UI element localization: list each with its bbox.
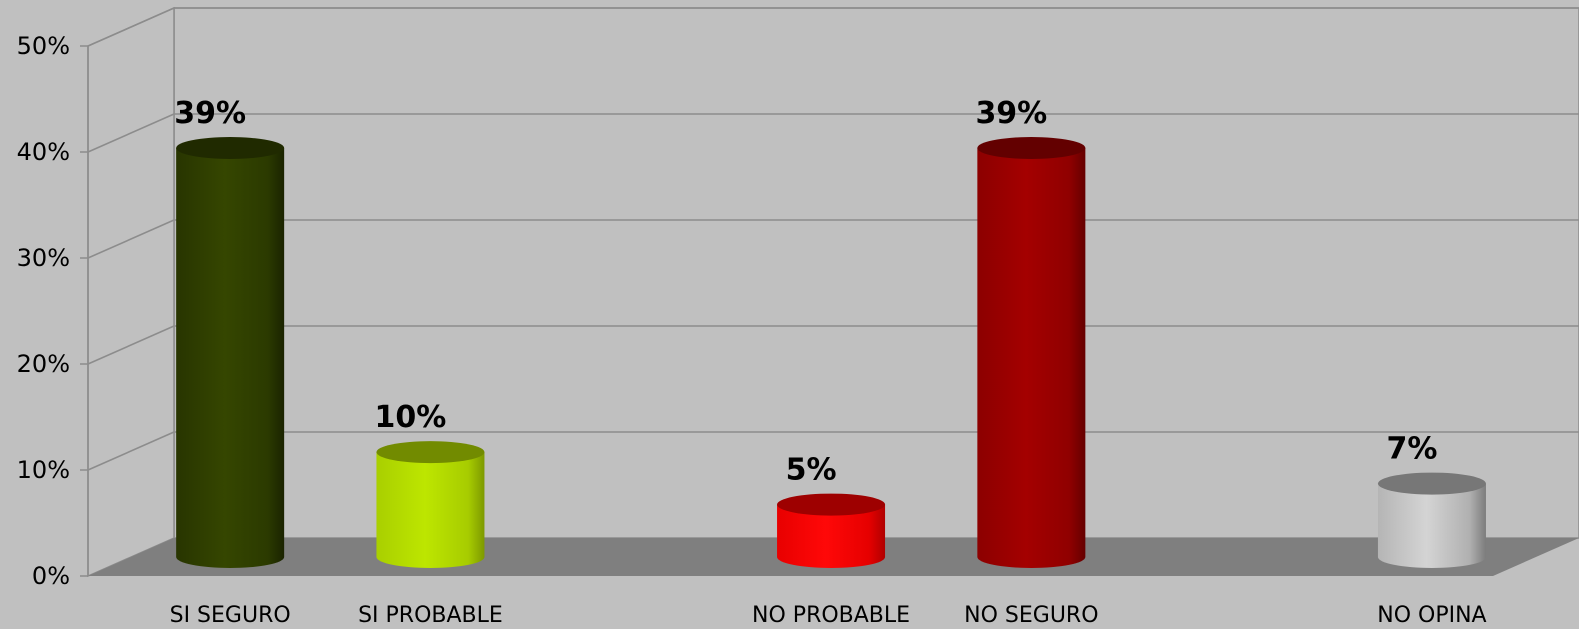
bar-body [1377, 483, 1486, 568]
bar-body [977, 148, 1086, 568]
x-tick-label: NO OPINA [1377, 603, 1486, 628]
side-wall [87, 6, 175, 578]
data-label: 10% [375, 400, 447, 435]
y-tick-label: 0% [32, 562, 70, 590]
bar-no-opina: 7% [1377, 432, 1486, 568]
bar-top [1377, 472, 1486, 495]
y-tick-label: 40% [17, 138, 70, 166]
y-tick-label: 50% [17, 32, 70, 60]
x-tick-label: NO PROBABLE [752, 603, 910, 628]
gridline-side [87, 219, 175, 259]
data-label: 39% [975, 96, 1047, 131]
gridline-side [87, 325, 175, 365]
bars: 39% 10% 5% 39% 7% [174, 96, 1486, 568]
bar-no-seguro: 39% [975, 96, 1086, 568]
gridline-side [87, 431, 175, 471]
y-tick-label: 10% [17, 456, 70, 484]
x-tick-label: NO SEGURO [964, 603, 1098, 628]
x-axis: SI SEGURO SI PROBABLE NO PROBABLE NO SEGURO… [170, 603, 1487, 628]
bar-no-probable: 5% [777, 453, 886, 568]
bar-si-seguro: 39% [174, 96, 285, 568]
gridlines [87, 7, 1579, 471]
bar-body [777, 504, 886, 568]
gridline-side [87, 7, 175, 47]
y-tick-label: 20% [17, 350, 70, 378]
data-label: 7% [1386, 432, 1437, 467]
bar-top [977, 137, 1086, 159]
bar-si-probable: 10% [375, 400, 485, 568]
y-axis: 0% 10% 20% 30% 40% 50% [17, 32, 89, 590]
bar-top [376, 441, 485, 464]
bar-top [176, 137, 285, 159]
plot-walls [87, 6, 1579, 578]
gridline-side [87, 113, 175, 153]
x-tick-label: SI SEGURO [170, 603, 291, 628]
bar-body [176, 148, 285, 568]
y-tick-label: 30% [17, 244, 70, 272]
x-tick-label: SI PROBABLE [358, 603, 503, 628]
data-label: 39% [174, 96, 246, 131]
data-label: 5% [786, 453, 837, 488]
bar-top [777, 493, 886, 516]
bar-body [376, 452, 485, 568]
